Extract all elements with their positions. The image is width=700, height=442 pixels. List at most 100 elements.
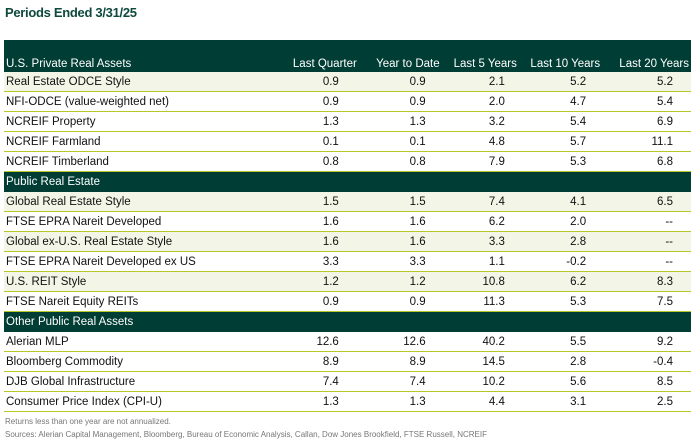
row-label: NFI-ODCE (value-weighted net) — [4, 91, 273, 112]
row-label: FTSE EPRA Nareit Developed — [4, 211, 273, 232]
table-row: FTSE Nareit Equity REITs 0.9 0.9 11.3 5.3 7.5 — [4, 291, 691, 312]
cell-value: 1.3 — [272, 111, 359, 132]
cell-value: 3.3 — [441, 231, 519, 252]
cell-value: 3.1 — [518, 391, 603, 412]
cell-value: 0.9 — [358, 72, 442, 92]
row-label: Global Real Estate Style — [4, 192, 273, 212]
column-header: Last 5 Years — [441, 40, 519, 72]
cell-value: 8.9 — [272, 351, 359, 372]
cell-value: 11.3 — [441, 291, 519, 312]
table-row: Real Estate ODCE Style 0.9 0.9 2.1 5.2 5.2 — [4, 72, 691, 92]
cell-value: 0.1 — [358, 131, 442, 152]
cell-value: 4.1 — [518, 192, 603, 212]
table-row: NCREIF Timberland 0.8 0.8 7.9 5.3 6.8 — [4, 151, 691, 172]
cell-value: 10.2 — [441, 371, 519, 392]
cell-value: 8.9 — [358, 351, 442, 372]
cell-value: 7.4 — [441, 192, 519, 212]
cell-value: 11.1 — [602, 131, 691, 152]
section-header: Public Real Estate — [4, 171, 691, 192]
cell-value: 2.8 — [518, 351, 603, 372]
column-header: Last Quarter — [272, 40, 359, 72]
table-row: NCREIF Property 1.3 1.3 3.2 5.4 6.9 — [4, 111, 691, 132]
table-row: Bloomberg Commodity 8.9 8.9 14.5 2.8 -0.4 — [4, 351, 691, 372]
cell-value: 5.4 — [602, 91, 691, 112]
cell-value: 1.3 — [358, 391, 442, 412]
cell-value: 0.9 — [358, 91, 442, 112]
cell-value: 5.7 — [518, 131, 603, 152]
column-header: U.S. Private Real Assets — [4, 40, 273, 72]
cell-value: -- — [602, 231, 691, 252]
cell-value: 10.8 — [441, 271, 519, 292]
cell-value: 1.6 — [358, 211, 442, 232]
cell-value: 7.4 — [358, 371, 442, 392]
cell-value: -0.4 — [602, 351, 691, 372]
section-title: Public Real Estate — [4, 171, 691, 192]
cell-value: -- — [602, 211, 691, 232]
cell-value: 9.2 — [602, 332, 691, 352]
cell-value: 6.2 — [518, 271, 603, 292]
cell-value: 1.1 — [441, 251, 519, 272]
table-row: FTSE EPRA Nareit Developed 1.6 1.6 6.2 2.0 -- — [4, 211, 691, 232]
row-label: Bloomberg Commodity — [4, 351, 273, 372]
table-row: Global Real Estate Style 1.5 1.5 7.4 4.1 6.5 — [4, 192, 691, 212]
cell-value: 0.9 — [272, 72, 359, 92]
cell-value: 2.1 — [441, 72, 519, 92]
cell-value: 1.5 — [358, 192, 442, 212]
row-label: U.S. REIT Style — [4, 271, 273, 292]
cell-value: 1.3 — [272, 391, 359, 412]
cell-value: 4.8 — [441, 131, 519, 152]
cell-value: 1.5 — [272, 192, 359, 212]
cell-value: 5.3 — [518, 151, 603, 172]
table-title: Periods Ended 3/31/25 — [5, 5, 137, 20]
cell-value: 7.5 — [602, 291, 691, 312]
footnote-sources: Sources: Alerian Capital Management, Blo… — [5, 430, 487, 439]
table-row: Consumer Price Index (CPI-U) 1.3 1.3 4.4 3.1… — [4, 391, 691, 412]
cell-value: 6.8 — [602, 151, 691, 172]
cell-value: 3.3 — [358, 251, 442, 272]
table-row: DJB Global Infrastructure 7.4 7.4 10.2 5.6 8.… — [4, 371, 691, 392]
cell-value: 40.2 — [441, 332, 519, 352]
table-row: NFI-ODCE (value-weighted net) 0.9 0.9 2.0 4.… — [4, 91, 691, 112]
cell-value: 12.6 — [272, 332, 359, 352]
cell-value: 6.2 — [441, 211, 519, 232]
cell-value: 6.5 — [602, 192, 691, 212]
cell-value: 1.6 — [358, 231, 442, 252]
cell-value: 5.3 — [518, 291, 603, 312]
row-label: Real Estate ODCE Style — [4, 72, 273, 92]
cell-value: 3.3 — [272, 251, 359, 272]
cell-value: 5.5 — [518, 332, 603, 352]
cell-value: 0.9 — [272, 291, 359, 312]
table-row: NCREIF Farmland 0.1 0.1 4.8 5.7 11.1 — [4, 131, 691, 152]
cell-value: 8.5 — [602, 371, 691, 392]
cell-value: 1.6 — [272, 211, 359, 232]
cell-value: 2.0 — [518, 211, 603, 232]
cell-value: 0.8 — [272, 151, 359, 172]
row-label: NCREIF Property — [4, 111, 273, 132]
row-label: DJB Global Infrastructure — [4, 371, 273, 392]
cell-value: 1.2 — [358, 271, 442, 292]
row-label: Global ex-U.S. Real Estate Style — [4, 231, 273, 252]
row-label: FTSE EPRA Nareit Developed ex US — [4, 251, 273, 272]
cell-value: 0.8 — [358, 151, 442, 172]
table-row: Global ex-U.S. Real Estate Style 1.6 1.6 3.… — [4, 231, 691, 252]
row-label: Alerian MLP — [4, 332, 273, 352]
row-label: FTSE Nareit Equity REITs — [4, 291, 273, 312]
cell-value: 7.9 — [441, 151, 519, 172]
row-label: Consumer Price Index (CPI-U) — [4, 391, 273, 412]
table-row: FTSE EPRA Nareit Developed ex US 3.3 3.3 1.… — [4, 251, 691, 272]
cell-value: 4.7 — [518, 91, 603, 112]
cell-value: 7.4 — [272, 371, 359, 392]
section-title: Other Public Real Assets — [4, 311, 691, 332]
cell-value: 2.0 — [441, 91, 519, 112]
cell-value: 5.6 — [518, 371, 603, 392]
cell-value: 6.9 — [602, 111, 691, 132]
cell-value: 1.2 — [272, 271, 359, 292]
header-row: U.S. Private Real Assets Last Quarter Year… — [4, 40, 691, 72]
cell-value: 5.4 — [518, 111, 603, 132]
row-label: NCREIF Timberland — [4, 151, 273, 172]
footnote-annualized: Returns less than one year are not annua… — [5, 417, 171, 426]
cell-value: -0.2 — [518, 251, 603, 272]
returns-table: U.S. Private Real Assets Last Quarter Year… — [4, 40, 691, 412]
table-row: U.S. REIT Style 1.2 1.2 10.8 6.2 8.3 — [4, 271, 691, 292]
column-header: Last 20 Years — [602, 40, 691, 72]
